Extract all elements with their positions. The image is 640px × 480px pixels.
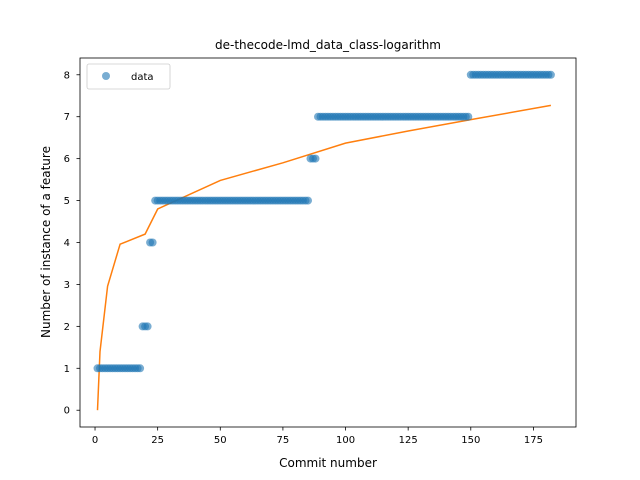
y-tick-label: 7 (64, 112, 70, 123)
fit-line (96, 104, 552, 411)
x-tick-label: 175 (524, 435, 543, 446)
x-tick-label: 150 (461, 435, 480, 446)
x-tick-label: 75 (277, 435, 290, 446)
y-tick-label: 3 (64, 280, 70, 291)
y-tick-label: 6 (64, 154, 70, 165)
data-point (148, 238, 157, 247)
data-point (546, 70, 555, 79)
plot-area (93, 70, 555, 411)
axis-ticks: 0 25 50 75 100 125 150 175 0 1 2 3 4 5 6 7 8 (64, 70, 543, 446)
legend: data (86, 63, 171, 90)
x-tick-label: 125 (399, 435, 418, 446)
x-tick-label: 0 (92, 435, 98, 446)
data-point (304, 196, 312, 205)
x-tick-label: 25 (151, 435, 164, 446)
y-tick-label: 5 (64, 196, 70, 207)
data-point (143, 322, 152, 331)
y-tick-label: 4 (64, 238, 70, 249)
data-point (311, 154, 320, 163)
legend-box (86, 63, 171, 90)
legend-label-data: data (131, 72, 154, 83)
x-tick-label: 50 (214, 435, 227, 446)
y-tick-label: 8 (64, 70, 70, 81)
x-tick-label: 100 (336, 435, 355, 446)
chart-title: de-thecode-lmd_data_class-logarithm (215, 38, 441, 52)
y-tick-label: 2 (64, 322, 70, 333)
y-tick-label: 1 (64, 364, 70, 375)
data-point (136, 364, 145, 373)
legend-marker-data (102, 72, 110, 80)
y-tick-label: 0 (64, 406, 70, 417)
data-point (464, 112, 473, 121)
x-axis-label: Commit number (279, 456, 377, 470)
y-axis-label: Number of instance of a feature (39, 146, 53, 338)
